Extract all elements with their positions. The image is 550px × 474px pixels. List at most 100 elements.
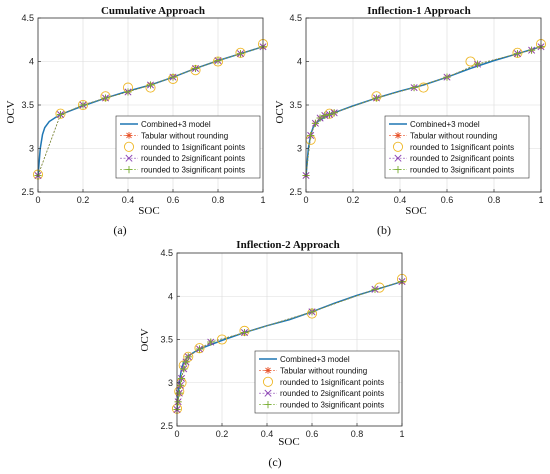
y-tick-label: 3.5 [160,335,173,345]
panel-label: (a) [113,223,126,237]
data-point [180,365,188,373]
series-combined-3-model [305,45,542,177]
data-point [183,351,194,362]
x-tick-label: 0 [303,195,308,205]
x-tick-label: 0.6 [306,429,319,439]
legend-entry-label: Tabular without rounding [410,131,497,140]
data-point [101,94,110,102]
legend-entry-label: rounded to 2significant points [410,154,514,163]
chart-panel-b: Inflection-1 Approach OCV SOC (b) 0 0.2 0.… [274,5,547,237]
y-tick-label: 4 [29,57,34,67]
data-point [330,109,338,117]
series-line [37,46,264,176]
x-tick-label: 0.2 [77,195,90,205]
legend-entry-label: Combined+3 model [280,355,350,364]
data-point [174,398,182,406]
data-point [473,60,482,68]
data-point [443,73,451,81]
legend-swatch-marker [394,154,402,162]
data-point [184,353,192,361]
legend-entry-label: rounded to 3significant points [280,401,384,410]
x-tick-label: 0.8 [351,429,364,439]
chart-panel-c: Inflection-2 Approach OCV SOC (c) 0 0.2 0.… [139,239,408,469]
legend-entry-label: Tabular without rounding [280,366,367,375]
x-tick-label: 0.4 [261,429,274,439]
model-curve [176,280,403,411]
data-point [410,84,418,92]
data-point [79,101,87,109]
legend-swatch-marker [125,166,133,174]
legend-box [115,115,261,179]
y-tick-label: 2.5 [21,187,34,197]
model-curve [305,45,542,177]
data-point [528,46,536,54]
x-tick-label: 0.6 [441,195,454,205]
data-point [212,56,224,67]
chart-title: Cumulative Approach [101,5,205,17]
data-point [124,88,132,96]
y-tick-label: 2.5 [289,187,302,197]
data-point [56,110,65,119]
legend-entry-label: rounded to 2significant points [280,389,384,398]
data-point [513,50,522,58]
legend-swatch-marker [394,166,402,174]
panel-label: (c) [268,455,281,469]
x-tick-label: 0.2 [216,429,229,439]
x-tick-label: 0.8 [212,195,225,205]
x-axis-label: SOC [278,436,299,448]
data-point [146,81,155,89]
x-tick-label: 1 [399,429,404,439]
y-axis-label: OCV [274,100,286,123]
legend-swatch-marker [125,132,133,139]
legend-entry-label: rounded to 3significant points [410,166,514,175]
data-point [214,57,222,65]
x-axis-label: SOC [138,205,159,217]
data-point [216,334,228,345]
series-combined-3-model [176,280,403,411]
legend-entry-label: rounded to 2significant points [141,154,245,163]
data-point [321,111,329,120]
data-point [207,338,215,346]
data-point [176,381,184,389]
x-tick-label: 0 [35,195,40,205]
data-point [77,99,89,111]
legend-entry-label: rounded to 1significant points [280,378,384,387]
legend-entry-label: rounded to 3significant points [141,166,245,175]
legend-swatch-marker [264,367,272,374]
panel-label: (b) [377,223,391,237]
data-point [418,82,429,93]
x-axis-label: SOC [405,205,426,217]
data-point [55,108,66,119]
data-point [195,345,204,353]
chart-title: Inflection-2 Approach [236,239,339,251]
x-tick-label: 1 [260,195,265,205]
data-point [371,285,379,293]
x-tick-label: 1 [538,195,543,205]
y-tick-label: 3.5 [21,100,34,110]
chart-title: Inflection-1 Approach [367,5,470,17]
chart-panel-a: Cumulative Approach OCV SOC (a) 0 0.2 0.4 0… [5,5,269,237]
legend-swatch-marker [264,389,272,397]
legend-swatch-marker [392,141,404,152]
legend-box [384,115,530,179]
x-tick-label: 0.6 [167,195,180,205]
y-axis-label: OCV [139,328,151,351]
data-point [308,308,316,316]
legend-entry-label: Combined+3 model [141,120,211,129]
y-tick-label: 4.5 [289,13,302,23]
data-point [372,94,381,102]
data-point [235,47,246,58]
data-point [177,374,186,383]
y-tick-label: 4.5 [21,13,34,23]
legend-swatch-marker [394,132,402,139]
y-tick-label: 4.5 [160,248,173,258]
y-tick-label: 3 [168,378,173,388]
data-point [194,343,205,354]
legend-swatch-marker [123,141,135,152]
legend-entry-label: Combined+3 model [410,120,480,129]
data-point [236,50,245,58]
legend-swatch-marker [264,401,272,409]
y-axis-label: OCV [5,100,17,123]
data-point [316,114,324,122]
